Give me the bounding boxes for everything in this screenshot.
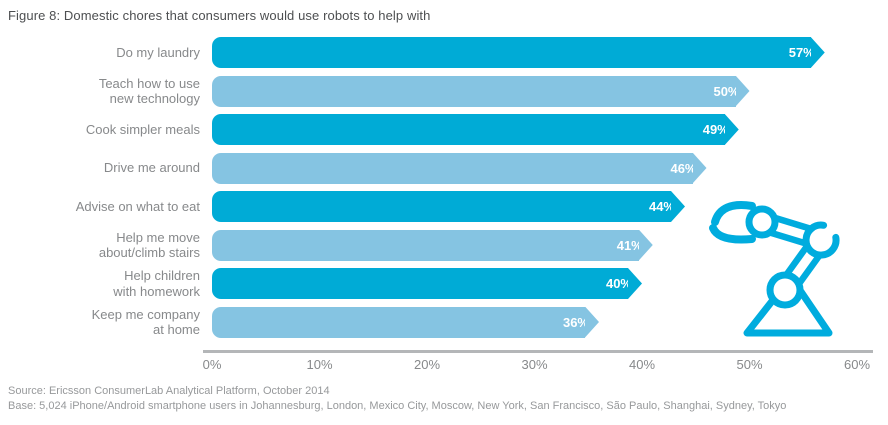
chart-row: Do my laundry 57% [0, 37, 888, 68]
category-label: Drive me around [103, 160, 200, 176]
bar: 50% [212, 75, 740, 107]
value-label: 49% [702, 122, 729, 137]
chart-row: Help children with homework 40% [0, 268, 888, 299]
category-label: Teach how to use new technology [98, 75, 200, 107]
footer-notes: Source: Ericsson ConsumerLab Analytical … [8, 384, 786, 414]
x-tick-label: 40% [628, 357, 656, 372]
category-label: Help me move about/climb stairs [98, 229, 200, 261]
x-tick-label: 30% [521, 357, 548, 372]
bar: 49% [212, 114, 729, 145]
value-label: 41% [616, 237, 643, 253]
chart-row: Drive me around 46% [0, 152, 888, 184]
base-note: Base: 5,024 iPhone/Android smartphone us… [8, 400, 787, 412]
value-label: 36% [562, 314, 589, 330]
chart-row: Help me move about/climb stairs 41% [0, 229, 888, 261]
category-label: Advise on what to eat [75, 198, 200, 214]
bar: 57% [212, 37, 815, 68]
x-tick-label: 60% [843, 357, 871, 372]
robot-arm-icon [709, 201, 840, 337]
bar: 46% [212, 152, 697, 184]
value-label: 50% [713, 83, 740, 99]
figure-title: Figure 8: Domestic chores that consumers… [8, 8, 431, 23]
value-label: 40% [605, 276, 632, 291]
bar: 41% [212, 229, 643, 261]
value-label: 46% [670, 160, 697, 176]
x-axis-line [203, 350, 873, 353]
x-tick-label: 20% [413, 357, 441, 372]
category-label: Do my laundry [116, 44, 200, 60]
chart-row: Advise on what to eat 44% [0, 191, 888, 222]
x-tick-label: 0% [202, 357, 222, 372]
bar: 40% [212, 268, 632, 299]
value-label: 57% [788, 45, 815, 60]
chart-row: Teach how to use new technology 50% [0, 75, 888, 107]
x-tick-label: 10% [306, 357, 333, 372]
bar: 44% [212, 191, 675, 222]
category-label: Help children with homework [113, 268, 200, 299]
value-label: 44% [648, 199, 675, 214]
chart-row: Cook simpler meals 49% [0, 114, 888, 145]
chart-row: Keep me company at home 36% [0, 306, 888, 338]
x-tick-label: 50% [736, 357, 763, 372]
category-label: Keep me company at home [91, 306, 200, 338]
bar: 36% [212, 306, 589, 338]
category-label: Cook simpler meals [85, 121, 200, 137]
source-note: Source: Ericsson ConsumerLab Analytical … [8, 385, 330, 397]
